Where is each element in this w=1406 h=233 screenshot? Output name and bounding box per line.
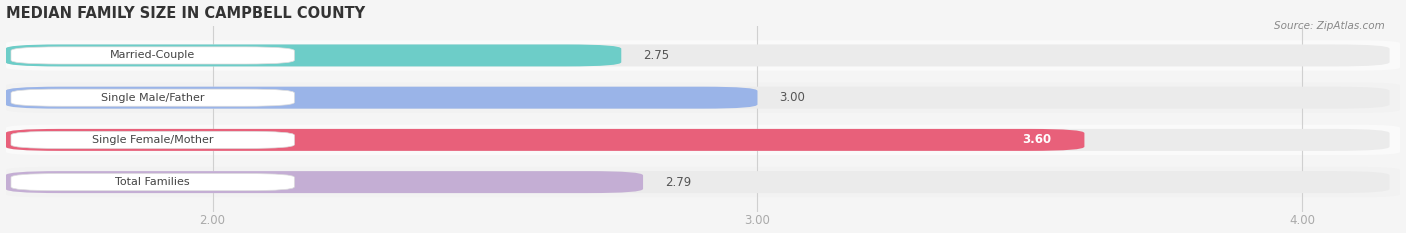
FancyBboxPatch shape	[6, 45, 621, 66]
Text: 2.75: 2.75	[643, 49, 669, 62]
Text: Source: ZipAtlas.com: Source: ZipAtlas.com	[1274, 21, 1385, 31]
FancyBboxPatch shape	[6, 87, 1389, 109]
Text: Married-Couple: Married-Couple	[110, 50, 195, 60]
FancyBboxPatch shape	[6, 45, 1389, 66]
Text: 3.00: 3.00	[779, 91, 806, 104]
Text: Single Female/Mother: Single Female/Mother	[91, 135, 214, 145]
FancyBboxPatch shape	[11, 131, 294, 148]
FancyBboxPatch shape	[6, 129, 1389, 151]
Text: 3.60: 3.60	[1022, 133, 1052, 146]
FancyBboxPatch shape	[6, 171, 643, 193]
FancyBboxPatch shape	[6, 82, 1400, 113]
Text: 2.79: 2.79	[665, 176, 692, 188]
Text: MEDIAN FAMILY SIZE IN CAMPBELL COUNTY: MEDIAN FAMILY SIZE IN CAMPBELL COUNTY	[6, 6, 364, 21]
Text: Single Male/Father: Single Male/Father	[101, 93, 204, 103]
FancyBboxPatch shape	[6, 40, 1400, 71]
FancyBboxPatch shape	[6, 171, 1389, 193]
FancyBboxPatch shape	[11, 47, 294, 64]
Text: Total Families: Total Families	[115, 177, 190, 187]
FancyBboxPatch shape	[11, 89, 294, 106]
FancyBboxPatch shape	[6, 129, 1084, 151]
FancyBboxPatch shape	[11, 174, 294, 191]
FancyBboxPatch shape	[6, 87, 758, 109]
FancyBboxPatch shape	[6, 167, 1400, 197]
FancyBboxPatch shape	[6, 125, 1400, 155]
